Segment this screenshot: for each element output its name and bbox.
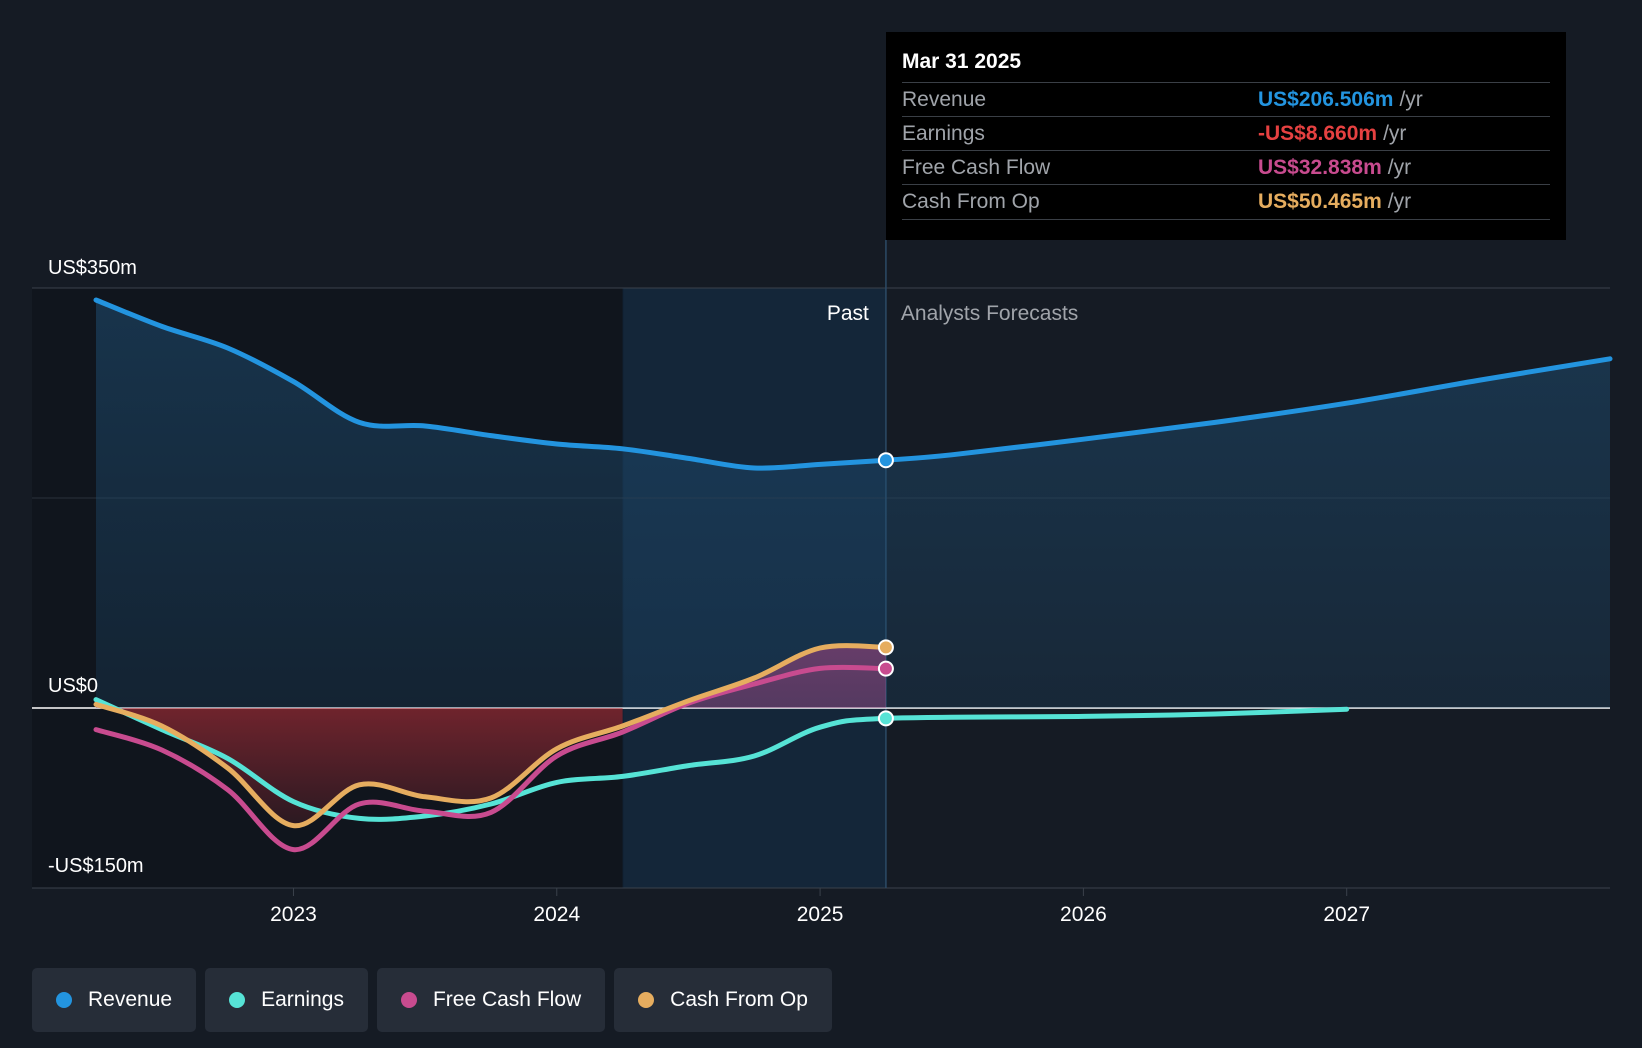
legend-item-cash-from-op[interactable]: Cash From Op [614, 968, 832, 1032]
series-line-revenue [93, 297, 1613, 471]
tooltip-label: Free Cash Flow [902, 156, 1051, 179]
legend-label: Revenue [88, 988, 173, 1011]
legend-label: Earnings [261, 988, 344, 1011]
legend-item-free-cash-flow[interactable]: Free Cash Flow [376, 968, 606, 1032]
tooltip-row-free-cash-flow: Free Cash Flow US$32.838m/yr [902, 150, 1550, 185]
y-tick-label-bottom: -US$150m [48, 855, 144, 877]
marker-cash-from-op [877, 639, 894, 656]
x-tick-label: 2026 [1060, 903, 1107, 926]
forecast-label: Analysts Forecasts [901, 302, 1078, 325]
tooltip-label: Earnings [902, 122, 985, 145]
legend-dot-icon [400, 992, 417, 1008]
tooltip-row-cash-from-op: Cash From Op US$50.465m/yr [902, 184, 1550, 220]
legend: Revenue Earnings Free Cash Flow Cash Fro… [32, 968, 832, 1032]
tooltip-value: US$50.465m/yr [1258, 190, 1412, 213]
past-label: Past [827, 302, 869, 325]
tooltip-date: Mar 31 2025 [902, 50, 1022, 73]
tooltip-row-earnings: Earnings -US$8.660m/yr [902, 116, 1550, 151]
tooltip-value: -US$8.660m/yr [1258, 122, 1407, 145]
legend-item-revenue[interactable]: Revenue [32, 968, 197, 1032]
legend-label: Free Cash Flow [432, 988, 582, 1011]
legend-label: Cash From Op [670, 988, 808, 1011]
positive-cashflow-area [96, 645, 886, 708]
legend-dot-icon [56, 992, 72, 1008]
series-line-free-cash-flow [93, 664, 889, 853]
tooltip-label: Revenue [902, 88, 987, 111]
x-tick-label: 2025 [797, 903, 844, 926]
series-line-cash-from-op [93, 643, 889, 829]
revenue-area [96, 300, 1610, 708]
chart-area: US$350m US$0 -US$150m 2023 2024 2025 2026 2027 P… [32, 240, 1613, 926]
legend-dot-icon [638, 992, 655, 1008]
tooltip-value: US$206.506m/yr [1258, 88, 1423, 111]
tooltip-label: Cash From Op [902, 190, 1040, 213]
marker-revenue [877, 452, 894, 469]
y-tick-label-top: US$350m [48, 257, 137, 279]
legend-item-earnings[interactable]: Earnings [205, 968, 368, 1032]
marker-free-cash-flow [877, 660, 894, 677]
legend-dot-icon [229, 992, 246, 1008]
x-tick-label: 2027 [1323, 903, 1370, 926]
y-tick-label-zero: US$0 [48, 675, 98, 697]
series-line-earnings [93, 697, 1350, 822]
x-tick-label: 2023 [270, 903, 317, 926]
x-tick-label: 2024 [533, 903, 580, 926]
marker-earnings [877, 710, 894, 727]
tooltip-value: US$32.838m/yr [1258, 156, 1412, 179]
tooltip-row-revenue: Revenue US$206.506m/yr [902, 82, 1550, 117]
tooltip: Mar 31 2025 Revenue US$206.506m/yr Earni… [886, 32, 1566, 240]
